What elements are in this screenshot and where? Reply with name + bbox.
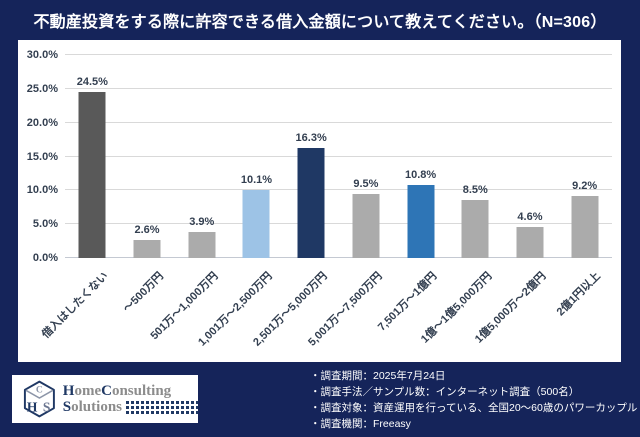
- y-gridline: [65, 223, 612, 225]
- bar-value-label: 8.5%: [462, 184, 488, 197]
- x-label-slot: 2億1円以上: [555, 262, 612, 360]
- y-tick-label: 25.0%: [26, 82, 58, 95]
- bars-row: 24.5% 2.6% 3.9% 10.1% 16.3% 9.5% 10.8% 8.5% 4.6%…: [65, 55, 612, 258]
- bar-value-label: 9.2%: [572, 179, 598, 192]
- bar-value-label: 10.1%: [240, 173, 273, 186]
- bar-slot: 9.2%: [557, 55, 612, 258]
- logo-dot-matrix: [126, 400, 198, 414]
- bar-value-label: 16.3%: [295, 131, 327, 144]
- bar-3: [188, 231, 216, 258]
- logo-text: HomeConsulting Solutions: [63, 383, 198, 415]
- logo-letter-group: C: [101, 383, 112, 399]
- bar-7: [407, 184, 435, 258]
- chart-panel: 30.0% 25.0% 20.0% 15.0% 10.0% 5.0% 0.0% 24.5% 2…: [18, 40, 621, 362]
- bar-5: [297, 147, 325, 258]
- bar-slot: 4.6%: [503, 55, 558, 258]
- plot-area: 24.5% 2.6% 3.9% 10.1% 16.3% 9.5% 10.8% 8.5% 4.6%…: [65, 54, 612, 258]
- survey-note: ・調査手法／サンプル数：インターネット調査（500名）: [310, 386, 580, 398]
- y-tick-label: 20.0%: [26, 116, 58, 129]
- logo-letter-group: olutions: [71, 399, 122, 415]
- y-tick-label: 15.0%: [26, 150, 58, 163]
- bar-value-label: 3.9%: [189, 215, 215, 228]
- bar-value-label: 10.8%: [404, 168, 437, 181]
- svg-text:C: C: [36, 385, 43, 396]
- bar-value-label: 2.6%: [134, 224, 160, 237]
- x-label-slot: 1億5,000万～2億円: [473, 262, 558, 360]
- logo-letter-group: ome: [74, 383, 102, 399]
- bar-value-label: 24.5%: [76, 76, 108, 89]
- bar-2: [133, 240, 161, 258]
- x-axis-label: 借入はしたくない: [40, 270, 111, 341]
- bar-8: [461, 200, 489, 258]
- y-tick-label: 30.0%: [26, 49, 58, 61]
- x-label-slot: 借入はしたくない: [40, 262, 120, 360]
- bar-slot: 8.5%: [448, 55, 503, 258]
- x-axis-labels: 借入はしたくない ～500万円 501万～1,000万円 1,001万～2,500万円…: [40, 262, 612, 360]
- x-axis-label: ～500万円: [120, 270, 166, 315]
- bar-slot: 16.3%: [284, 55, 339, 258]
- logo-letter-group: onsulting: [111, 383, 172, 399]
- y-tick-label: 10.0%: [26, 184, 58, 197]
- y-gridline: [65, 87, 612, 89]
- logo-line2-text: Solutions: [63, 399, 122, 415]
- y-gridline: [65, 189, 612, 191]
- bar-1: [78, 92, 106, 258]
- bar-value-label: 4.6%: [517, 210, 543, 223]
- survey-note: ・調査期間：2025年7月24日: [310, 370, 446, 382]
- y-gridline: [65, 155, 612, 157]
- page-title: 不動産投資をする際に許容できる借入金額について教えてください。（N=306）: [33, 14, 607, 31]
- hcs-cube-logo-icon: C H S: [23, 380, 55, 418]
- bar-value-label: 9.5%: [353, 177, 379, 190]
- y-tick-label: 5.0%: [32, 218, 58, 231]
- bar-slot: 10.8%: [393, 55, 448, 258]
- bar-4: [242, 189, 270, 258]
- bar-slot: 2.6%: [120, 55, 175, 258]
- y-gridline: [65, 121, 612, 123]
- logo-line2: Solutions: [63, 399, 198, 415]
- logo-line1: HomeConsulting: [63, 383, 198, 399]
- y-gridline: [65, 54, 612, 55]
- y-tick-label: 0.0%: [32, 252, 58, 264]
- svg-text:S: S: [43, 400, 51, 415]
- logo-card: C H S HomeConsulting Solutions: [12, 375, 198, 423]
- bar-10: [571, 195, 599, 258]
- bar-slot: 3.9%: [174, 55, 229, 258]
- bar-slot: 24.5%: [65, 55, 120, 258]
- x-axis-label: 2億1円以上: [555, 270, 604, 319]
- bar-slot: 9.5%: [339, 55, 394, 258]
- logo-letter-group: S: [62, 399, 72, 415]
- footer: C H S HomeConsulting Solutions: [0, 362, 640, 437]
- svg-text:H: H: [27, 400, 38, 415]
- y-axis: 30.0% 25.0% 20.0% 15.0% 10.0% 5.0% 0.0%: [18, 49, 58, 264]
- survey-note: ・調査機関：Freeasy: [310, 418, 411, 430]
- survey-notes: ・調査期間：2025年7月24日・調査手法／サンプル数：インターネット調査（50…: [310, 368, 637, 432]
- x-axis-baseline: [65, 257, 612, 258]
- bar-6: [352, 193, 380, 258]
- logo-letter-group: H: [62, 383, 75, 399]
- bar-9: [516, 226, 544, 258]
- bar-slot: 10.1%: [229, 55, 284, 258]
- survey-note: ・調査対象：資産運用を行っている、全国20～60歳のパワーカップル: [310, 402, 638, 414]
